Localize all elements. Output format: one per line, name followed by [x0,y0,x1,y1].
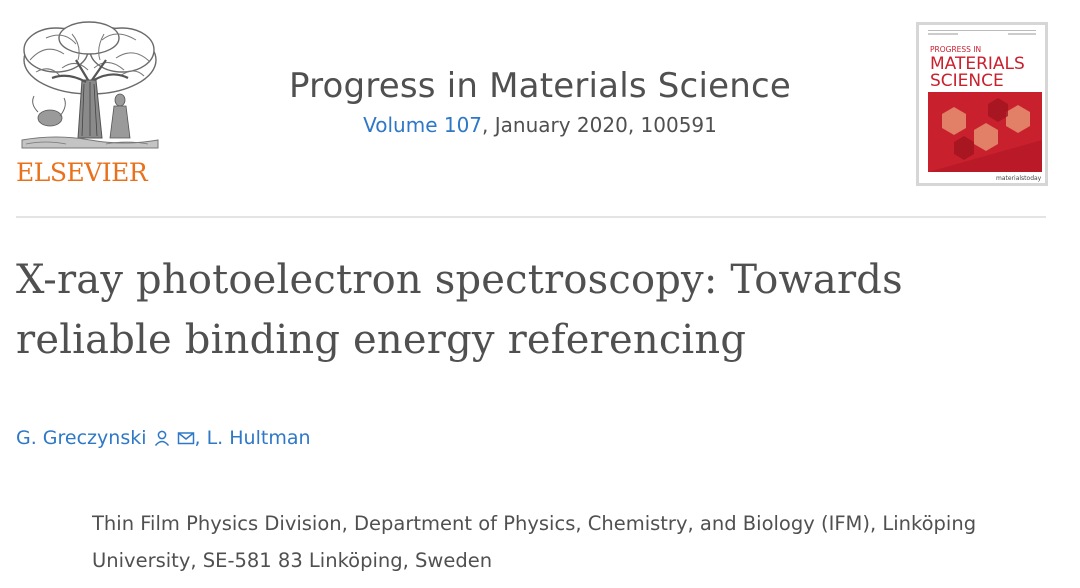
envelope-icon[interactable] [177,429,195,447]
journal-info: Progress in Materials Science Volume 107… [240,62,840,137]
volume-link[interactable]: Volume 107 [363,113,483,137]
author-separator: , [194,427,201,449]
author-list: G. Greczynski , L. Hultman [16,427,311,449]
article-title: X-ray photoelectron spectroscopy: Toward… [16,257,903,363]
journal-issue-line: Volume 107, January 2020, 100591 [240,113,840,137]
journal-title[interactable]: Progress in Materials Science [289,66,791,106]
cover-title-line3: SCIENCE [930,71,1004,91]
elsevier-logo[interactable]: ELSEVIER [14,20,164,190]
author-name-2[interactable]: L. Hultman [206,427,311,449]
author-affiliation: Thin Film Physics Division, Department o… [92,512,977,572]
issue-date-text: , January 2020, 100591 [482,113,717,137]
person-icon[interactable] [153,429,171,447]
author-name-1[interactable]: G. Greczynski [16,427,147,449]
cover-title-line1: PROGRESS IN [930,45,981,54]
article-header: ELSEVIER Progress in Materials Science V… [0,0,1080,220]
elsevier-wordmark: ELSEVIER [16,158,148,187]
header-divider [16,216,1046,218]
tree-logo-icon [21,21,159,149]
journal-cover-thumbnail[interactable]: PROGRESS IN MATERIALS SCIENCE materialst… [916,22,1048,186]
cover-footer-brand: materialstoday [996,175,1042,182]
cover-title-line2: MATERIALS [930,54,1025,74]
